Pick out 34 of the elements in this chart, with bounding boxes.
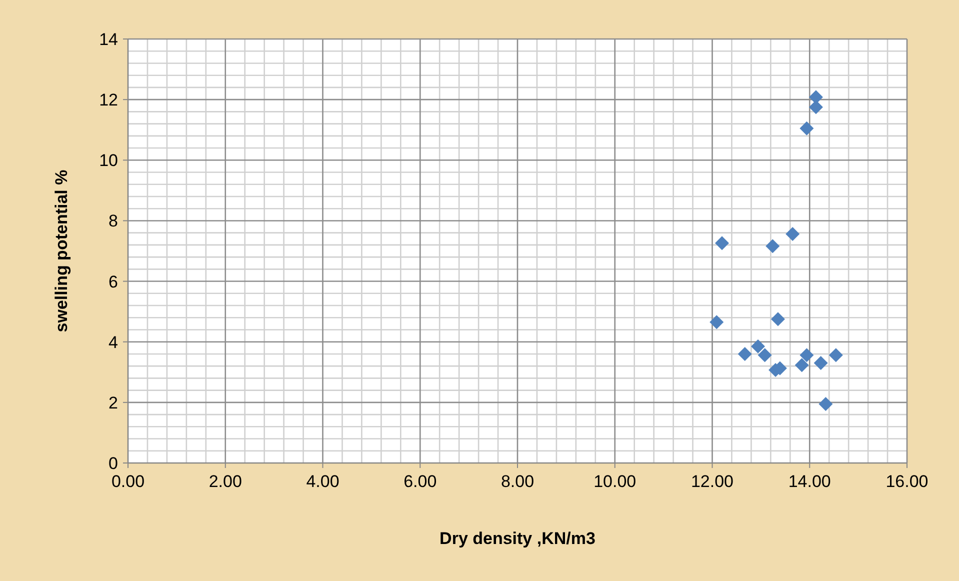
point [808, 90, 823, 104]
point [828, 348, 843, 362]
y-tick-label: 8 [108, 212, 118, 231]
point [751, 339, 766, 354]
x-tick-label: 8.00 [500, 472, 534, 491]
point [738, 346, 752, 361]
y-tick-label: 12 [99, 90, 118, 110]
y-tick-label: 6 [108, 272, 118, 292]
x-tick-label: 10.00 [594, 472, 636, 491]
x-tick-label: 12.00 [690, 472, 734, 491]
x-tick-label: 0.00 [111, 472, 145, 491]
point [714, 236, 729, 250]
x-tick-label: 2.00 [208, 472, 242, 491]
x-tick-label: 6.00 [404, 472, 437, 491]
point [818, 396, 833, 411]
y-tick-label: 0 [108, 454, 118, 473]
point [814, 356, 828, 370]
y-axis-title: swelling potential % [52, 170, 71, 332]
y-tick-label: 14 [99, 30, 118, 49]
point [770, 312, 785, 326]
point [766, 239, 780, 254]
x-tick-label: 4.00 [306, 472, 340, 491]
point [794, 358, 809, 372]
y-tick-label: 10 [99, 151, 118, 170]
point [710, 315, 724, 330]
point [800, 121, 814, 136]
point [786, 227, 800, 242]
y-tick-label: 4 [108, 332, 118, 352]
point [800, 348, 814, 362]
x-tick-label: 14.00 [788, 472, 831, 491]
y-tick-label: 2 [108, 393, 118, 412]
point [758, 348, 772, 362]
x-axis-title: Dry density ,KN/m3 [440, 529, 596, 548]
x-tick-label: 16.00 [886, 472, 928, 491]
